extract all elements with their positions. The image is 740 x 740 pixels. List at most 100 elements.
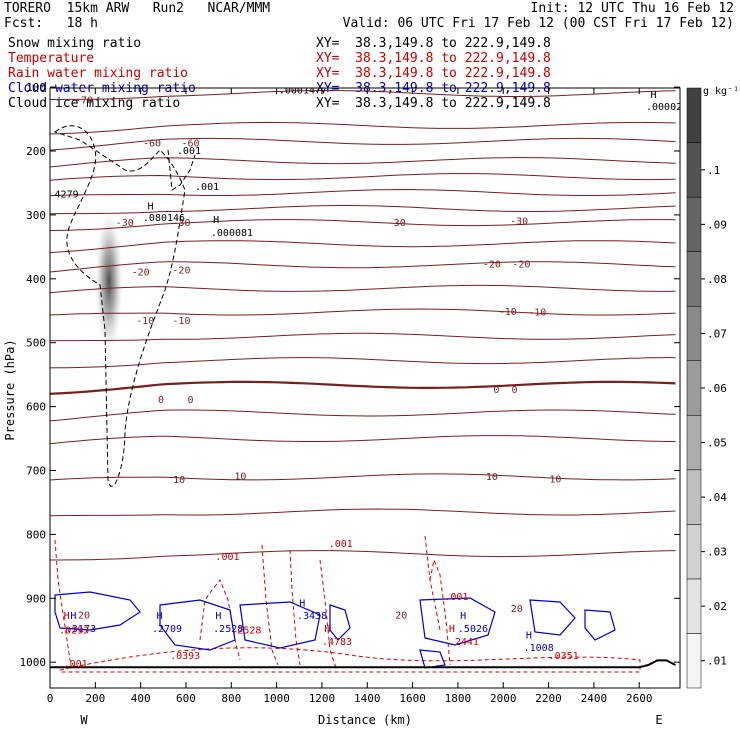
field-maximum-label: .3438 <box>297 611 327 622</box>
x-tick-label: 0 <box>47 692 54 705</box>
field-maximum-label: .0293 <box>59 625 89 636</box>
rain-water-contour <box>261 544 279 666</box>
isotherm-label: -10 <box>499 307 517 318</box>
x-tick-label: 200 <box>85 692 105 705</box>
isotherm-line <box>50 121 676 135</box>
field-maximum-label: 4279 <box>55 189 79 200</box>
colorbar-label: .01 <box>707 655 727 668</box>
field-maximum-label: .5026 <box>458 624 488 635</box>
isotherm-label: -10 <box>136 316 154 327</box>
x-tick-label: 2200 <box>535 692 562 705</box>
y-tick-label: 900 <box>26 592 46 605</box>
field-maximum-label: H <box>651 90 657 101</box>
cloud-water-contour <box>419 649 446 669</box>
rain-water-contour <box>720 560 740 668</box>
field-maximum-label: .001 <box>444 592 468 603</box>
field-maximum-label: .2441 <box>449 637 479 648</box>
isotherm-label: -30 <box>172 218 190 229</box>
isotherm-line <box>50 157 676 168</box>
colorbar-segment <box>686 469 702 525</box>
rain-water-contour <box>289 549 301 666</box>
rain-water-contour <box>54 539 76 669</box>
field-maximum-label: .001 <box>177 146 201 157</box>
header-line2-left: Fcst: 18 h <box>4 16 98 31</box>
isotherm-label: -20 <box>483 260 501 271</box>
field-maximum-label: .000081 <box>211 228 253 239</box>
field-label-temperature: Temperature <box>8 51 95 66</box>
x-axis-label: Distance (km) <box>318 713 412 727</box>
isotherm-line <box>50 332 676 342</box>
field-maximum-label: .00002 <box>646 102 682 113</box>
y-tick-label: 500 <box>26 337 46 350</box>
field-maximum-label: .0001477 <box>279 85 327 96</box>
isotherm-label: -30 <box>510 216 528 227</box>
isotherm-line <box>50 550 676 561</box>
isotherm-label: -20 <box>172 265 190 276</box>
isotherm-line <box>50 435 676 445</box>
y-tick-label: 200 <box>26 145 46 158</box>
rain-water-contour <box>424 535 441 631</box>
field-label-snow: Snow mixing ratio <box>8 36 142 51</box>
isotherm-label: 0 <box>512 385 518 396</box>
isotherm-label: 10 <box>486 472 498 483</box>
y-tick-label: 400 <box>26 273 46 286</box>
field-xy-rain: XY= 38.3,149.8 to 222.9,149.8 <box>316 66 551 81</box>
colorbar-segment <box>686 196 702 252</box>
colorbar-segment <box>686 524 702 580</box>
field-maximum-label: H <box>215 611 221 622</box>
isotherm-label: 0 <box>158 395 164 406</box>
isotherm-label: -10 <box>528 308 546 319</box>
cloud-ice-contour <box>53 125 186 487</box>
cloud-water-contour <box>329 604 351 641</box>
isotherm-line <box>50 90 676 100</box>
field-maximum-label: H <box>157 611 163 622</box>
isotherm-line <box>50 380 676 395</box>
colorbar-segment <box>686 360 702 416</box>
x-tick-label: 1200 <box>309 692 336 705</box>
field-maximum-label: H <box>70 611 76 622</box>
isotherm-label: 0 <box>187 395 193 406</box>
header-line1-left: TORERO 15km ARW Run2 NCAR/MMM <box>4 1 271 16</box>
isotherm-line <box>50 261 676 273</box>
isotherm-line <box>50 137 676 151</box>
cloud-ice-contour <box>167 149 196 191</box>
header-line2-right: Valid: 06 UTC Fri 17 Feb 12 (00 CST Fri … <box>342 16 734 31</box>
y-tick-label: 300 <box>26 209 46 222</box>
field-maximum-label: .0351 <box>549 651 579 662</box>
cloud-water-contour <box>54 591 141 631</box>
y-tick-label: 100 <box>26 81 46 94</box>
isotherm-line <box>50 473 676 481</box>
snow-shading <box>94 209 123 354</box>
field-maximum-label: H <box>449 624 455 635</box>
plot-frame <box>49 87 681 689</box>
x-axis-end-right: E <box>655 713 662 727</box>
cloud-water-contour <box>159 599 236 651</box>
field-maximum-label: H <box>324 624 330 635</box>
isotherm-line <box>50 308 676 316</box>
x-tick-label: 2000 <box>490 692 517 705</box>
isotherm-label: -20 <box>512 260 530 271</box>
y-tick-label: 700 <box>26 465 46 478</box>
isotherm-line <box>50 508 676 517</box>
x-axis-end-left: W <box>80 713 88 727</box>
cloud-water-contour <box>584 609 616 641</box>
cloud-water-contour <box>239 601 321 649</box>
axes: 0 200 400 600 800 1000 1200 1400 1600 1800 2000 220… <box>20 81 681 705</box>
x-tick-label: 2600 <box>626 692 653 705</box>
field-maximum-label: H <box>299 598 305 609</box>
field-maximum-label: .2528 <box>213 624 243 635</box>
colorbar-segment <box>686 415 702 471</box>
isotherm-line <box>50 188 676 197</box>
colorbar-segment <box>686 305 702 361</box>
isotherm-line <box>50 173 676 181</box>
colorbar-label: .03 <box>707 546 727 559</box>
isotherm-label: 0 <box>493 385 499 396</box>
colorbar-label: .02 <box>707 600 727 613</box>
isotherm-line <box>50 284 676 294</box>
cloud-water-contour <box>419 597 496 646</box>
colorbar-unit: g kg⁻¹ <box>703 86 739 97</box>
x-tick-label: 1800 <box>445 692 472 705</box>
field-maximum-label: H <box>147 202 153 213</box>
isotherm-label: 20 <box>511 604 523 615</box>
